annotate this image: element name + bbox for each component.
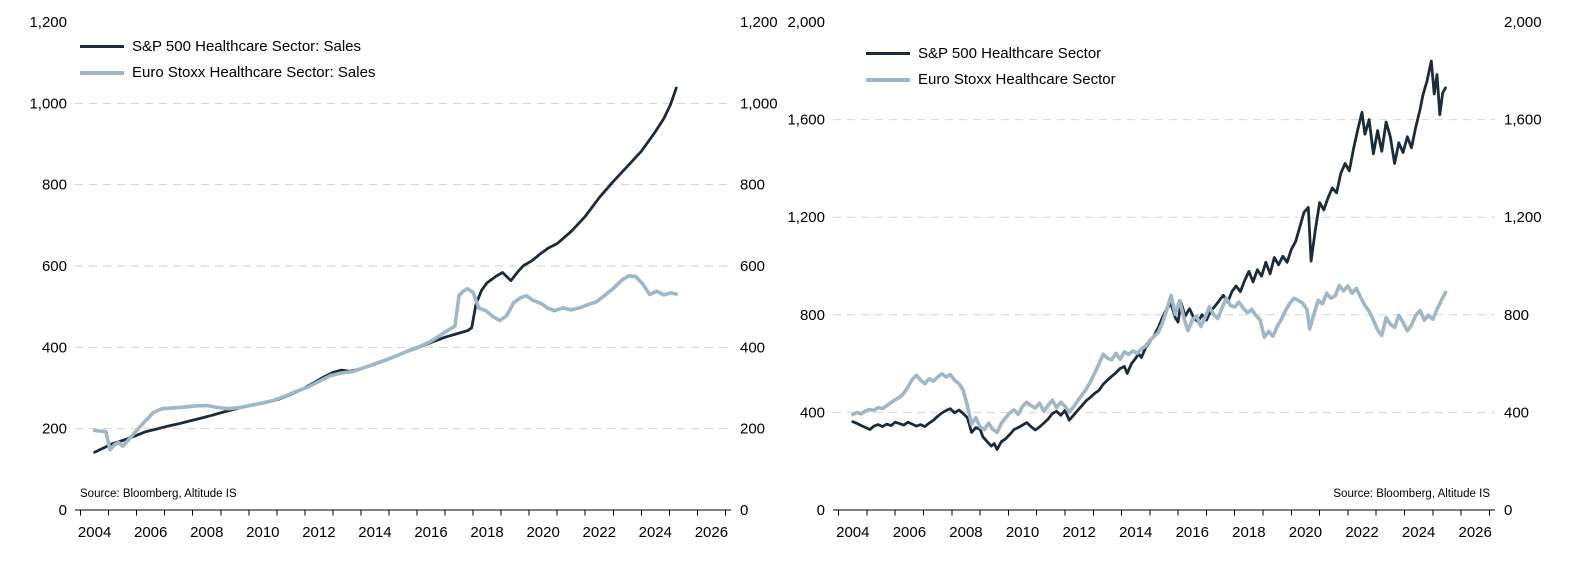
legend-line-swatch: [80, 45, 124, 48]
y-axis-tick-label-right: 800: [740, 177, 765, 194]
x-axis-tick-label: 2010: [246, 524, 279, 541]
legend-item-label: Euro Stoxx Healthcare Sector: Sales: [132, 64, 376, 81]
y-axis-tick-label-left: 1,000: [29, 95, 67, 112]
x-axis-tick-label: 2004: [836, 524, 869, 541]
y-axis-tick-label-left: 800: [800, 307, 825, 324]
sales-chart-panel: 0 0 200 200 400 400 600 600 800 800 1,000 1,000 1,20…: [29, 14, 778, 541]
x-axis-tick-label: 2020: [526, 524, 559, 541]
y-axis-tick-label-right: 200: [740, 421, 765, 438]
series-line-eurostoxx: [92, 273, 679, 452]
source-note: Source: Bloomberg, Altitude IS: [1333, 488, 1490, 500]
y-axis-tick-label-right: 1,200: [1504, 209, 1542, 226]
legend-item: Euro Stoxx Healthcare Sector: [866, 71, 1116, 88]
x-axis-tick-label: 2022: [583, 524, 616, 541]
y-axis-tick-label-right: 1,600: [1504, 112, 1542, 129]
x-axis-tick-label: 2014: [358, 524, 391, 541]
x-axis-tick-label: 2026: [695, 524, 728, 541]
index-chart-panel: 0 0 400 400 800 800 1,200 1,200 1,600 1,600 2,000 2…: [786, 0, 1572, 587]
y-axis-tick-label-right: 2,000: [1504, 14, 1542, 31]
legend-item-label: Euro Stoxx Healthcare Sector: [918, 71, 1116, 88]
y-axis-tick-label-right: 800: [1504, 307, 1529, 324]
series-line-eurostoxx: [851, 283, 1448, 435]
x-axis-tick-label: 2014: [1119, 524, 1152, 541]
y-axis-tick-label-left: 400: [800, 404, 825, 421]
y-axis-tick-label-right: 400: [1504, 404, 1529, 421]
legend-item: S&P 500 Healthcare Sector: [866, 45, 1116, 62]
x-axis-tick-label: 2026: [1459, 524, 1492, 541]
y-axis-tick-label-left: 400: [42, 339, 67, 356]
source-note: Source: Bloomberg, Altitude IS: [80, 488, 237, 500]
y-axis-tick-label-right: 1,000: [740, 95, 778, 112]
x-axis-tick-label: 2008: [190, 524, 223, 541]
legend-line-swatch: [80, 70, 124, 75]
x-axis-tick-label: 2018: [1232, 524, 1265, 541]
legend-item: S&P 500 Healthcare Sector: Sales: [80, 38, 375, 55]
y-axis-tick-label-left: 200: [42, 421, 67, 438]
y-axis-tick-label-right: 0: [1504, 502, 1512, 519]
legend-item-label: S&P 500 Healthcare Sector: Sales: [132, 38, 362, 55]
x-axis-tick-label: 2016: [414, 524, 447, 541]
y-axis-tick-label-right: 400: [740, 339, 765, 356]
y-axis-tick-label-left: 1,200: [29, 14, 67, 31]
legend: S&P 500 Healthcare Sector: Sales Euro St…: [80, 38, 375, 81]
y-axis-tick-label-left: 600: [42, 258, 67, 275]
x-axis-tick-label: 2022: [1345, 524, 1378, 541]
y-axis-tick-label-left: 2,000: [787, 14, 825, 31]
x-axis-tick-label: 2012: [302, 524, 335, 541]
legend-line-swatch: [866, 52, 910, 55]
x-axis-tick-label: 2024: [639, 524, 672, 541]
y-axis-tick-label-right: 600: [740, 258, 765, 275]
index-chart: 0 0 400 400 800 800 1,200 1,200 1,600 1,600 2,000 2…: [787, 14, 1542, 541]
y-axis-tick-label-right: 1,200: [740, 14, 778, 31]
sales-chart: 0 0 200 200 400 400 600 600 800 800 1,000 1,000 1,20…: [29, 14, 778, 541]
y-axis-tick-label-left: 0: [817, 502, 825, 519]
x-axis-tick-label: 2020: [1289, 524, 1322, 541]
x-axis-tick-label: 2018: [470, 524, 503, 541]
x-axis-tick-label: 2008: [949, 524, 982, 541]
y-axis-tick-label-right: 0: [740, 502, 748, 519]
y-axis-tick-label-left: 800: [42, 177, 67, 194]
legend: S&P 500 Healthcare Sector Euro Stoxx Hea…: [866, 45, 1116, 88]
legend-line-swatch: [866, 77, 910, 82]
x-axis-tick-label: 2010: [1006, 524, 1039, 541]
x-axis-tick-label: 2006: [893, 524, 926, 541]
y-axis-tick-label-left: 1,600: [787, 112, 825, 129]
legend-item: Euro Stoxx Healthcare Sector: Sales: [80, 64, 375, 81]
y-axis-tick-label-left: 0: [59, 502, 67, 519]
x-axis-tick-label: 2012: [1062, 524, 1095, 541]
x-axis-tick-label: 2016: [1176, 524, 1209, 541]
x-axis-tick-label: 2006: [134, 524, 167, 541]
y-axis-tick-label-left: 1,200: [787, 209, 825, 226]
x-axis-tick-label: 2024: [1402, 524, 1435, 541]
x-axis-tick-label: 2004: [78, 524, 111, 541]
series-line-sp500: [93, 86, 678, 454]
legend-item-label: S&P 500 Healthcare Sector: [918, 45, 1102, 62]
